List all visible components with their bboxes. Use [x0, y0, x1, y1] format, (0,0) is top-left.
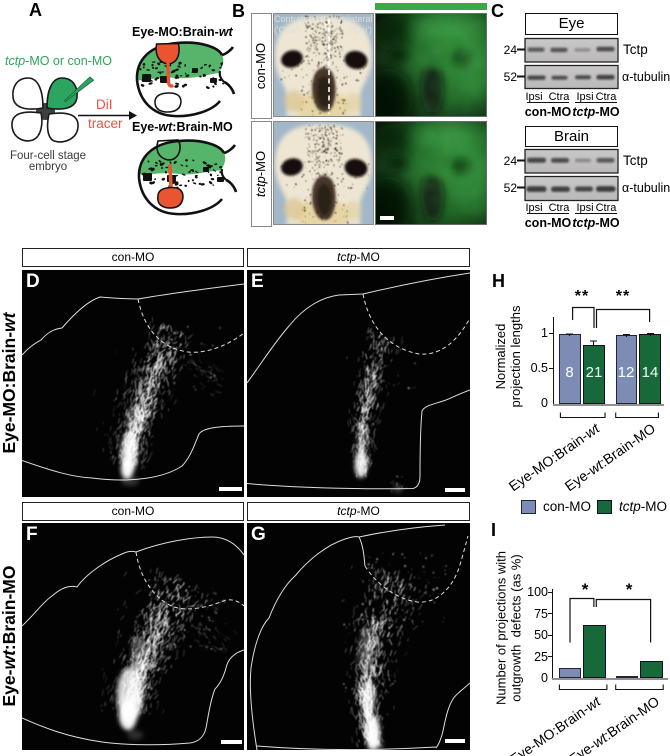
svg-text:E: E — [251, 271, 264, 292]
svg-text:D: D — [26, 271, 40, 292]
svg-text:('Ctra'): ('Ctra') — [274, 25, 300, 35]
svg-text:('Ipsi'): ('Ipsi') — [349, 25, 372, 35]
svg-text:F: F — [26, 524, 38, 545]
svg-text:,: , — [324, 17, 327, 28]
svg-text:G: G — [251, 524, 266, 545]
svg-text:Ipsilateral: Ipsilateral — [334, 14, 373, 24]
svg-text:Contralateral: Contralateral — [274, 14, 326, 24]
